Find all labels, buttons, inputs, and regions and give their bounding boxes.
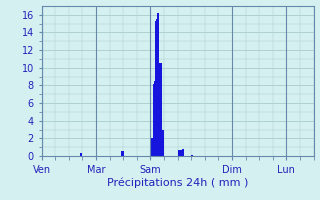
Bar [178, 150, 179, 156]
Bar [162, 130, 163, 156]
Bar [156, 19, 157, 156]
Bar [123, 151, 124, 156]
Bar [152, 138, 153, 156]
Bar [183, 149, 184, 156]
Bar [122, 151, 123, 156]
Bar [155, 21, 156, 156]
Bar [192, 155, 194, 156]
Bar [179, 150, 180, 156]
Bar [80, 153, 81, 156]
Bar [153, 84, 154, 156]
Bar [159, 63, 161, 156]
Bar [150, 138, 152, 156]
Bar [191, 155, 192, 156]
Bar [81, 153, 83, 156]
Bar [158, 13, 159, 156]
Bar [157, 13, 158, 156]
Bar [182, 149, 183, 156]
Bar [121, 151, 122, 156]
X-axis label: Précipitations 24h ( mm ): Précipitations 24h ( mm ) [107, 178, 248, 188]
Bar [163, 130, 164, 156]
Bar [154, 81, 155, 156]
Bar [161, 63, 162, 156]
Bar [180, 150, 181, 156]
Bar [181, 150, 182, 156]
